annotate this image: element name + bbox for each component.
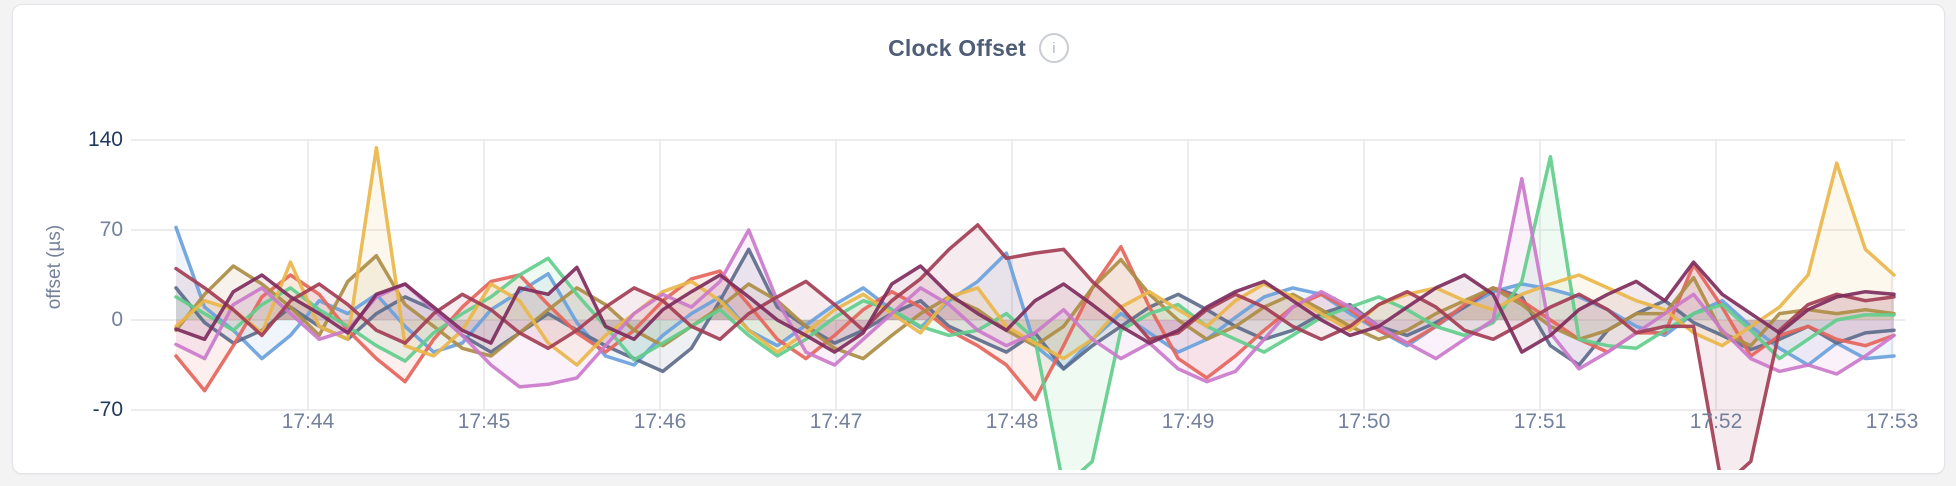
series-area-fills — [176, 147, 1894, 470]
clock-offset-chart-card: offset (µs) 140 70 0 -70 17:44 17:45 17:46 17:… — [12, 4, 1945, 474]
line-series-9 — [174, 260, 1896, 354]
series-lines — [174, 145, 1896, 470]
line-series-7 — [174, 176, 1896, 389]
area-fill-series-3 — [176, 246, 1894, 400]
info-icon[interactable]: i — [1038, 33, 1069, 63]
chart-title: Clock Offset — [888, 34, 1026, 61]
line-series-5 — [174, 154, 1896, 470]
area-fill-series-6 — [176, 147, 1894, 365]
area-fill-series-9 — [176, 262, 1894, 353]
area-fill-series-8 — [176, 224, 1894, 470]
area-fill-series-2 — [176, 249, 1894, 372]
clock-offset-line-chart[interactable] — [13, 5, 1956, 486]
area-fill-series-5 — [176, 156, 1894, 470]
line-series-8 — [174, 223, 1896, 470]
chart-header: Clock Offset i — [13, 33, 1944, 63]
